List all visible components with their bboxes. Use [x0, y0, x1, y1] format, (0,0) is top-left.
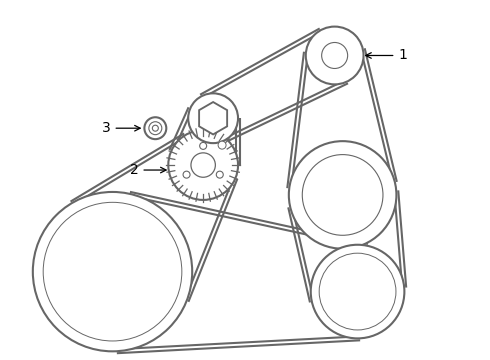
Circle shape [43, 202, 182, 341]
Circle shape [289, 141, 396, 249]
Circle shape [311, 245, 404, 338]
Circle shape [191, 153, 216, 177]
Circle shape [200, 143, 207, 149]
Circle shape [168, 130, 238, 200]
Circle shape [33, 192, 192, 351]
Circle shape [149, 122, 162, 135]
Circle shape [302, 154, 383, 235]
Text: 2: 2 [130, 163, 166, 177]
Text: 3: 3 [102, 121, 140, 135]
Circle shape [216, 171, 223, 178]
Circle shape [145, 117, 166, 139]
Circle shape [319, 253, 396, 330]
Circle shape [306, 27, 364, 84]
Text: 1: 1 [366, 49, 407, 63]
Circle shape [218, 141, 226, 149]
Polygon shape [199, 102, 227, 134]
Circle shape [152, 125, 158, 131]
Circle shape [188, 93, 238, 143]
Circle shape [321, 42, 347, 68]
Circle shape [183, 171, 190, 178]
